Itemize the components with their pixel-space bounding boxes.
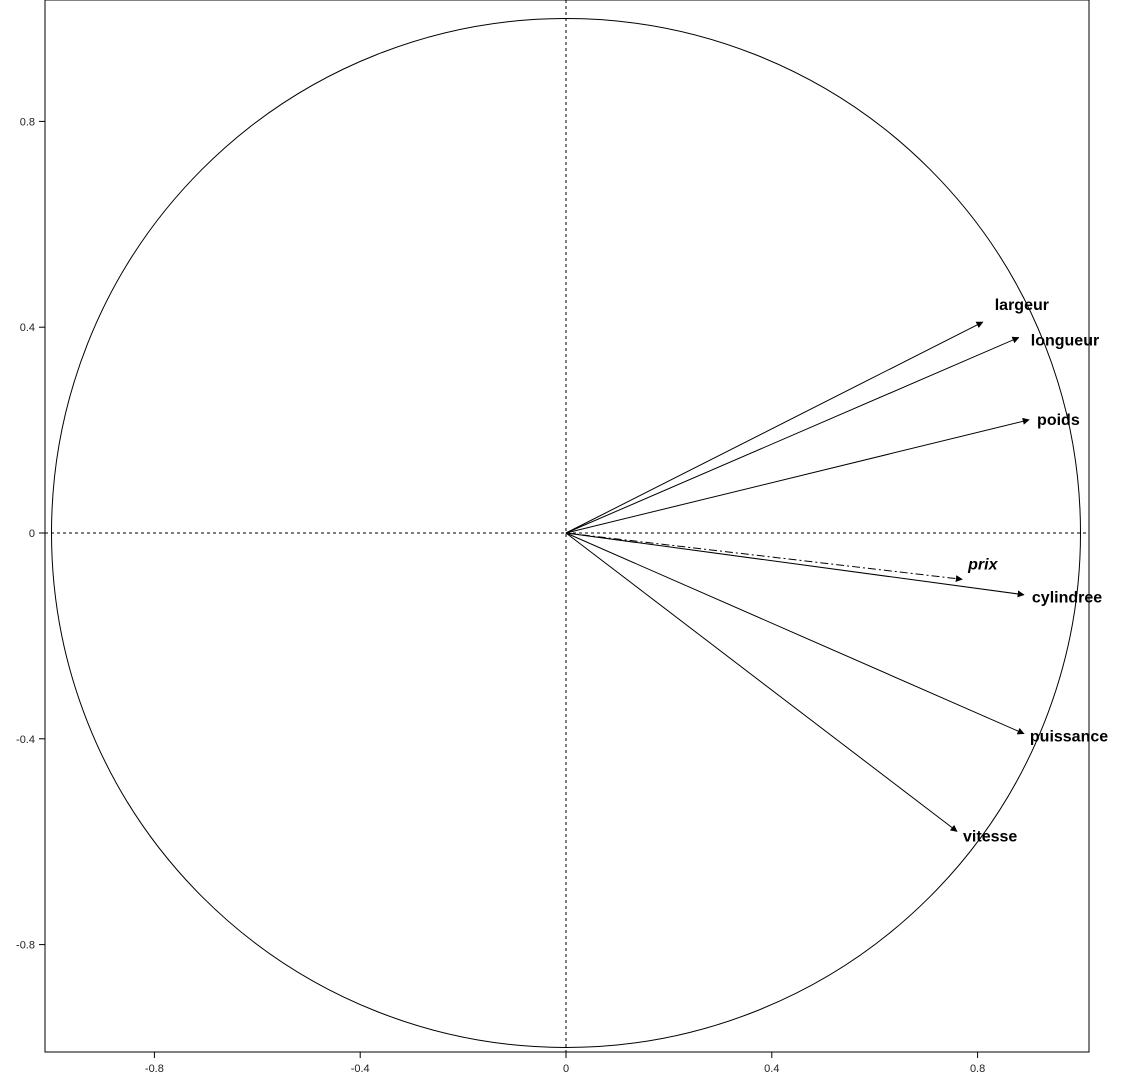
label-prix: prix [967, 556, 998, 573]
unit-circle [51, 18, 1081, 1048]
arrow-prix [565, 532, 963, 583]
y-tick-label: -0.4 [16, 734, 35, 746]
label-largeur: largeur [995, 297, 1049, 314]
arrow-poids [565, 417, 1030, 534]
x-tick-label: 0.4 [764, 1063, 779, 1075]
y-tick-label: -0.8 [16, 940, 35, 952]
circle-layer [51, 18, 1081, 1048]
arrow-longueur [565, 336, 1020, 534]
axes-layer: -0.8 -0.4 0 0.4 0.8 0.8 0.4 0 -0.4 -0.8 [16, 0, 1089, 1075]
y-tick-label: 0.8 [20, 116, 35, 128]
arrow-puissance [565, 532, 1025, 735]
plot-frame [44, 0, 1090, 1053]
labels-layer: largeur longueur poids cylindree puissance vi… [963, 297, 1108, 845]
y-tick-label: 0 [29, 528, 35, 540]
x-tick-label: -0.4 [351, 1063, 370, 1075]
label-vitesse: vitesse [963, 828, 1017, 845]
arrows-layer [565, 321, 1030, 832]
x-tick-label: 0 [563, 1063, 569, 1075]
label-longueur: longueur [1031, 332, 1099, 349]
y-tick-label: 0.4 [20, 322, 35, 334]
label-poids: poids [1037, 412, 1080, 429]
arrow-largeur [565, 321, 984, 534]
x-tick-label: -0.8 [145, 1063, 164, 1075]
arrow-cylindree [565, 532, 1025, 598]
arrow-vitesse [565, 532, 958, 832]
label-cylindree: cylindree [1032, 590, 1102, 607]
label-puissance: puissance [1030, 729, 1108, 746]
x-tick-label: 0.8 [970, 1063, 985, 1075]
